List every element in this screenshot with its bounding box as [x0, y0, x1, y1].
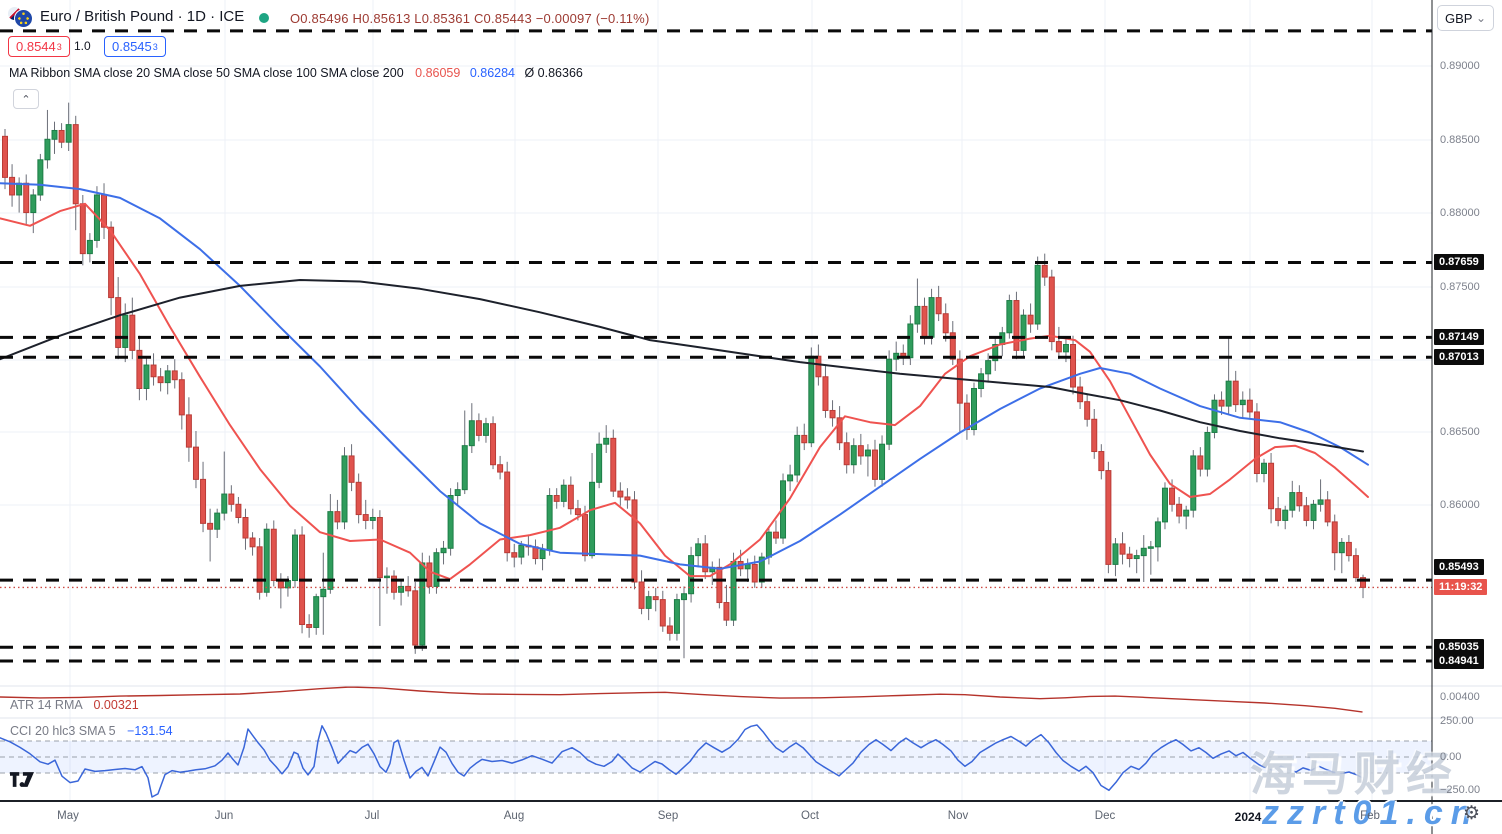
atr-axis-label: 0.00400	[1440, 691, 1480, 703]
buy-price-sup: 3	[152, 41, 158, 52]
chevron-up-icon: ⌃	[21, 93, 31, 106]
time-axis-month-label[interactable]: Feb	[1360, 810, 1380, 822]
symbol-pair-flag-icon	[8, 7, 34, 28]
currency-unit-dropdown[interactable]: GBP ⌄	[1437, 5, 1494, 31]
price-level-badge: 0.84941	[1434, 653, 1484, 669]
chevron-down-icon: ⌄	[1475, 11, 1486, 25]
price-axis-label: 0.86000	[1440, 499, 1480, 511]
site-watermark: zzrt01.cn	[1262, 794, 1480, 832]
atr-value: 0.00321	[93, 698, 139, 712]
atr-legend[interactable]: ATR 14 RMA 0.00321	[10, 698, 139, 712]
axis-settings-gear-icon[interactable]: ⚙	[1463, 803, 1481, 824]
chinese-watermark: 海马财经	[1250, 748, 1458, 800]
cci-value: −131.54	[127, 724, 173, 738]
time-axis-month-label[interactable]: Aug	[503, 810, 525, 822]
symbol-title[interactable]: Euro / British Pound · 1D · ICE	[40, 8, 245, 25]
cci-axis-label: 0.00	[1440, 751, 1462, 763]
price-axis-label: 0.88000	[1440, 207, 1480, 219]
market-status-dot-icon[interactable]	[259, 13, 269, 23]
ma-ribbon-label: MA Ribbon SMA close 20 SMA close 50 SMA …	[9, 66, 404, 80]
cci-label: CCI 20 hlc3 SMA 5	[10, 724, 116, 738]
buy-price-button[interactable]: 0.8545 3	[104, 36, 166, 57]
ma20-value: 0.86059	[415, 66, 461, 80]
cci-axis-label: 250.00	[1440, 715, 1474, 727]
price-axis-label: 0.86500	[1440, 426, 1480, 438]
time-axis-month-label[interactable]: Nov	[947, 810, 969, 822]
cci-legend[interactable]: CCI 20 hlc3 SMA 5 −131.54	[10, 724, 173, 738]
atr-label: ATR 14 RMA	[10, 698, 83, 712]
price-axis-label: 0.87500	[1440, 281, 1480, 293]
price-axis-label: 0.89000	[1440, 60, 1480, 72]
ma-ribbon-legend[interactable]: MA Ribbon SMA close 20 SMA close 50 SMA …	[9, 66, 583, 80]
ma50-value: 0.86284	[469, 66, 515, 80]
sell-price-sup: 3	[56, 41, 62, 52]
legend-collapse-button[interactable]: ⌃	[13, 89, 39, 109]
cci-axis-label: −250.00	[1440, 784, 1481, 796]
ma-average-value: Ø 0.86366	[524, 66, 583, 80]
time-axis-month-label[interactable]: Sep	[657, 810, 679, 822]
ohlc-values: O0.85496 H0.85613 L0.85361 C0.85443 −0.0…	[290, 11, 650, 26]
price-level-badge: 0.87659	[1434, 254, 1484, 270]
time-axis-month-label[interactable]: Jul	[364, 810, 380, 822]
price-level-badge: 0.87149	[1434, 329, 1484, 345]
sell-price-button[interactable]: 0.8544 3	[8, 36, 70, 57]
time-axis-month-label[interactable]: Jun	[214, 810, 234, 822]
price-axis-label: 0.88500	[1440, 134, 1480, 146]
currency-unit-label: GBP	[1445, 10, 1473, 26]
buy-price-value: 0.8545	[112, 39, 152, 54]
time-axis-month-label[interactable]: Oct	[801, 810, 819, 822]
price-level-badge: 0.87013	[1434, 349, 1484, 365]
spread-value: 1.0	[74, 39, 91, 53]
tradingview-logo-icon[interactable]	[10, 771, 34, 793]
eur-flag-icon	[14, 9, 33, 28]
time-axis-month-label[interactable]: Dec	[1094, 810, 1116, 822]
candle-countdown-badge: 11:19:32	[1434, 579, 1488, 595]
price-level-badge: 0.85035	[1434, 639, 1484, 655]
time-axis-year-label[interactable]: 2024	[1234, 810, 1262, 824]
sell-price-value: 0.8544	[16, 39, 56, 54]
time-axis-month-label[interactable]: May	[57, 810, 79, 822]
price-level-badge: 0.85493	[1434, 559, 1484, 575]
